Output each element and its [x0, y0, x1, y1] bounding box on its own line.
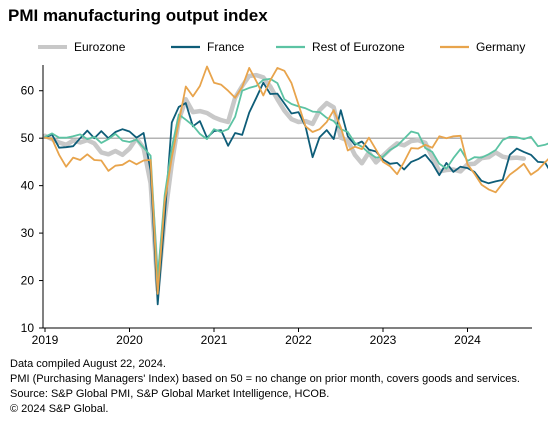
- x-axis: 2019 2020 2021 2022 2023 2024: [32, 327, 532, 347]
- x-tick-label: 2023: [370, 333, 397, 347]
- chart-title: PMI manufacturing output index: [8, 6, 268, 25]
- line-chart: Eurozone France Rest of Eurozone Germany 10…: [21, 40, 548, 347]
- legend-label: France: [207, 40, 245, 54]
- x-tick-label: 2019: [32, 333, 59, 347]
- note-definition: PMI (Purchasing Managers' Index) based o…: [10, 373, 520, 385]
- y-tick-label: 10: [21, 321, 35, 335]
- note-source: Source: S&P Global PMI, S&P Global Marke…: [10, 388, 330, 400]
- legend-label: Germany: [476, 40, 525, 54]
- y-axis: 10 20 30 40 50 60: [21, 65, 44, 335]
- legend-label: Rest of Eurozone: [312, 40, 405, 54]
- legend-item-france: France: [171, 40, 245, 54]
- x-tick-label: 2020: [116, 333, 143, 347]
- footnotes: Data compiled August 22, 2024. PMI (Purc…: [10, 357, 520, 417]
- legend-label: Eurozone: [74, 40, 126, 54]
- x-tick-label: 2021: [201, 333, 228, 347]
- y-tick-label: 30: [21, 226, 35, 240]
- legend-item-eurozone: Eurozone: [38, 40, 126, 54]
- series-line-eurozone: [42, 72, 527, 293]
- x-tick-label: 2022: [285, 333, 312, 347]
- x-tick-label: 2024: [454, 333, 481, 347]
- note-copyright: © 2024 S&P Global.: [10, 403, 109, 415]
- series-line-france: [44, 81, 548, 306]
- y-tick-label: 60: [21, 84, 35, 98]
- legend: Eurozone France Rest of Eurozone Germany: [38, 40, 525, 54]
- series-line-rest-of-eurozone: [44, 78, 548, 280]
- legend-item-germany: Germany: [440, 40, 525, 54]
- y-tick-label: 50: [21, 131, 35, 145]
- note-date: Data compiled August 22, 2024.: [10, 358, 166, 370]
- legend-item-rest-of-eurozone: Rest of Eurozone: [276, 40, 405, 54]
- plot-area: [42, 65, 548, 306]
- series-line-germany: [44, 65, 548, 295]
- y-tick-label: 20: [21, 274, 35, 288]
- y-tick-label: 40: [21, 179, 35, 193]
